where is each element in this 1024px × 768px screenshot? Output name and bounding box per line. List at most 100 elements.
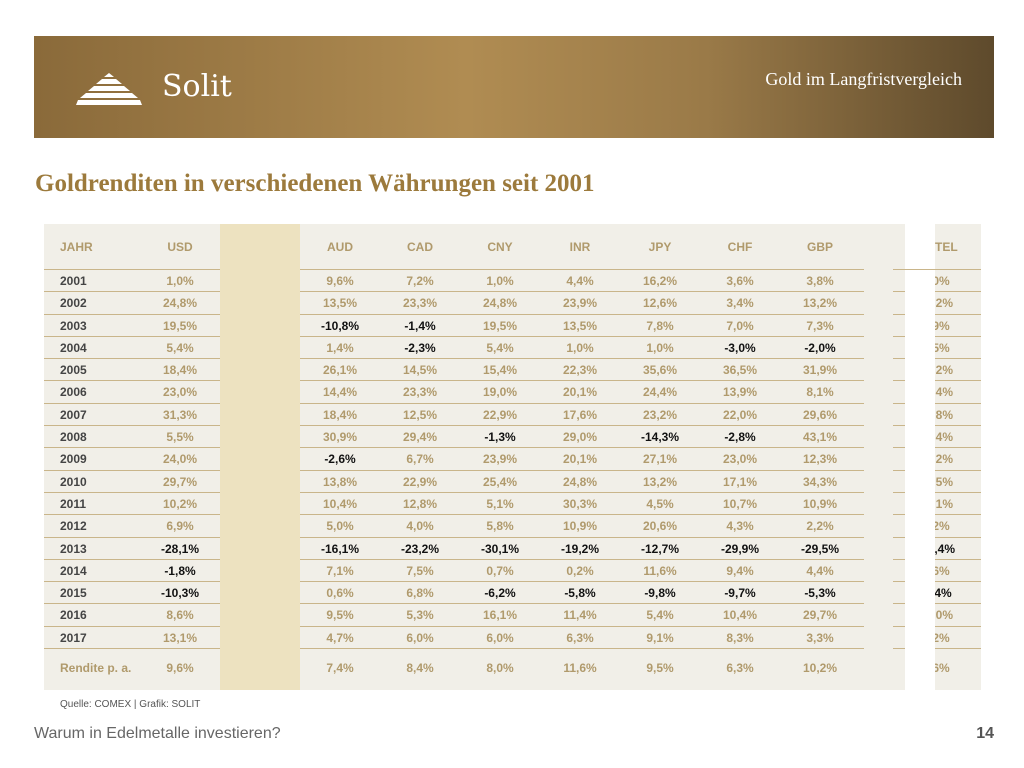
value-cell: -2,8% [724,430,756,445]
value-cell: 1,0% [486,274,514,288]
row-divider [893,358,981,360]
row-divider [893,536,981,538]
value-cell: 8,1% [806,385,834,400]
value-cell: 5,0% [326,519,354,534]
value-cell: 5,5% [166,430,194,445]
value-cell: -10,3% [160,586,200,601]
value-cell: 22,9% [402,474,438,489]
value-cell: 14,5% [402,363,438,378]
value-cell: 17,1% [722,474,758,489]
table-row: 2014-1,8%11,7%7,1%7,5%0,7%0,2%11,6%9,4%4… [44,560,981,583]
row-divider [44,402,864,404]
row-divider [893,625,981,627]
year-cell: 2014 [60,563,87,578]
year-cell: 2006 [60,385,87,400]
value-cell: 26,1% [322,363,358,378]
row-divider [44,447,864,449]
value-cell: 13,2% [802,296,838,311]
row-divider [44,648,864,650]
column-header-cny: CNY [487,240,513,254]
value-cell: 36,5% [722,363,758,378]
column-header-jpy: JPY [648,240,672,254]
value-cell: 4,7% [326,630,354,645]
source-note: Quelle: COMEX | Grafik: SOLIT [60,699,201,710]
value-cell: 6,3% [566,630,594,645]
column-header-gbp: GBP [806,240,833,254]
table-row: 201029,7%38,8%13,8%22,9%25,4%24,8%13,2%1… [44,471,981,493]
row-divider [44,425,864,427]
value-cell: 20,1% [562,452,598,467]
row-divider [893,558,981,560]
table-row: 201713,1%-0,8%4,7%6,0%6,0%6,3%9,1%8,3%3,… [44,627,981,650]
value-cell: -1,3% [484,430,516,445]
table-row: 200623,0%10,3%14,4%23,3%19,0%20,1%24,4%1… [44,381,981,404]
year-cell: 2012 [60,519,87,534]
row-divider [893,603,981,605]
value-cell: 4,5% [646,496,674,511]
year-cell: 2015 [60,586,87,601]
value-cell: 0,6% [326,586,354,601]
year-cell: 2009 [60,452,87,467]
value-cell: 13,1% [162,630,198,645]
value-cell: 9,1% [646,630,674,645]
value-cell: 9,6% [326,274,354,288]
value-cell: 10,7% [722,496,758,511]
value-cell: 11,6% [643,563,677,578]
value-cell: 5,1% [486,496,514,511]
table-body: 2001 1,0% 6,9% 9,6% 7,2% 1,0% 4,4% 16,2% 3,6% 3,8… [44,270,981,650]
value-cell: 29,7% [802,608,838,623]
header-subtitle: Gold im Langfristvergleich [765,69,962,89]
value-cell: 10,2% [162,496,198,511]
year-cell: 2013 [60,541,87,556]
value-cell: -5,8% [564,586,596,601]
value-cell: 12,3% [802,452,838,467]
value-cell: 19,5% [482,318,518,333]
summary-label: Rendite p. a. [60,661,132,675]
value-cell: 5,4% [486,340,514,355]
value-cell: 5,4% [646,608,674,623]
row-divider [44,581,864,583]
row-divider [893,402,981,404]
value-cell: -28,1% [160,541,200,556]
value-cell: 3,4% [726,296,754,311]
table-row: 2013-28,1%-31,0%-16,1%-23,2%-30,1%-19,2%… [44,538,981,560]
value-cell: 1,0% [646,340,674,355]
table-row: 201110,2%13,9%10,4%12,8%5,1%30,3%4,5%10,… [44,493,981,516]
year-cell: 2016 [60,608,87,623]
value-cell: -10,8% [320,318,360,333]
value-cell: 8,3% [726,630,754,645]
value-cell: -9,7% [724,586,756,601]
value-cell: 10,4% [322,496,358,511]
value-cell: 23,0% [162,385,198,400]
summary-value-cell: 9,5% [646,661,674,675]
value-cell: 43,1% [802,430,838,445]
value-cell: 23,3% [402,296,438,311]
slide-title: Goldrenditen in verschiedenen Währungen … [35,170,595,197]
value-cell: -19,2% [560,541,600,556]
value-cell: 6,0% [406,630,434,645]
value-cell: 25,4% [482,474,518,489]
table-row: 20011,0%6,9%9,6%7,2%1,0%4,4%16,2%3,6%3,8… [44,270,981,293]
value-cell: 5,3% [406,608,434,623]
value-cell: 3,3% [806,630,834,645]
table-row: 20045,4%-1,9%1,4%-2,3%5,4%1,0%1,0%-3,0%-… [44,337,981,360]
row-divider [893,491,981,493]
row-divider [44,603,864,605]
value-cell: 1,4% [326,340,354,355]
row-divider [44,380,864,382]
value-cell: -16,1% [320,541,360,556]
value-cell: 20,1% [562,385,598,400]
column-gap [905,224,935,690]
value-cell: 23,2% [642,407,678,422]
value-cell: -5,3% [804,586,836,601]
value-cell: 13,5% [322,296,358,311]
value-cell: 24,0% [162,452,198,467]
summary-value-cell: 8,4% [406,661,434,675]
value-cell: 27,1% [642,452,678,467]
value-cell: 30,9% [322,430,358,445]
value-cell: 24,4% [642,385,678,400]
value-cell: 10,9% [802,496,838,511]
value-cell: 16,1% [482,608,518,623]
value-cell: 7,2% [406,274,434,288]
value-cell: 23,9% [562,296,598,311]
